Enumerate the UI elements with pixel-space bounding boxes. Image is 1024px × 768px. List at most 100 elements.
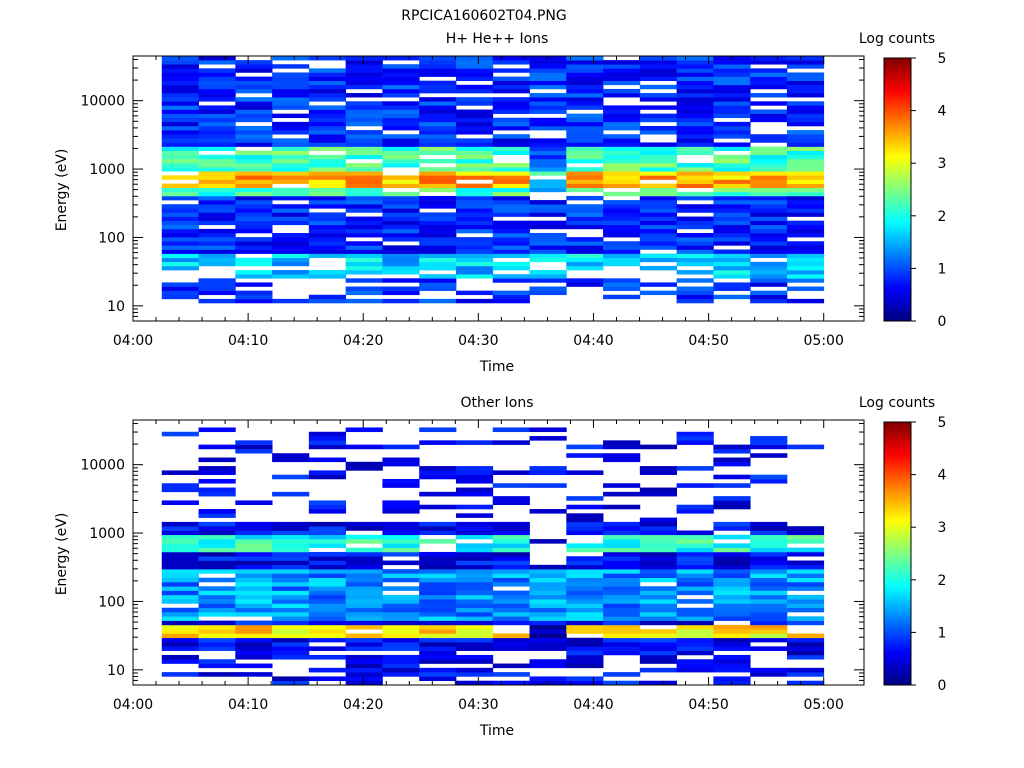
- heatmap-cell: [161, 620, 199, 626]
- heatmap-cell: [639, 113, 678, 119]
- heatmap-cell: [235, 654, 273, 660]
- heatmap-cell: [603, 88, 641, 94]
- heatmap-cell: [345, 612, 383, 617]
- heatmap-cell: [750, 101, 788, 106]
- heatmap-cell: [713, 64, 751, 69]
- heatmap-cell: [161, 560, 199, 566]
- heatmap-cell: [272, 521, 310, 527]
- heatmap-cell: [419, 298, 457, 304]
- heatmap-cell: [603, 134, 641, 139]
- heatmap-cell: [750, 620, 788, 626]
- heatmap-cell: [492, 101, 530, 106]
- heatmap-cell: [713, 208, 751, 213]
- heatmap-cell: [529, 637, 567, 643]
- heatmap-cell: [419, 620, 457, 626]
- heatmap-cell: [235, 220, 273, 226]
- heatmap-cell: [161, 80, 199, 86]
- heatmap-cell: [750, 543, 788, 548]
- heatmap-cell: [198, 642, 236, 647]
- heatmap-cell: [529, 436, 567, 441]
- heatmap-cell: [382, 265, 420, 271]
- heatmap-cell: [676, 650, 714, 656]
- heatmap-cell: [750, 191, 788, 197]
- heatmap-cell: [345, 569, 383, 574]
- heatmap-cell: [603, 125, 641, 131]
- heatmap-cell: [750, 72, 788, 77]
- heatmap-cell: [455, 138, 494, 143]
- heatmap-cell: [198, 278, 236, 283]
- heatmap-cell: [713, 228, 751, 234]
- heatmap-cell: [198, 569, 236, 574]
- heatmap-cell: [529, 286, 567, 291]
- heatmap-cell: [603, 551, 641, 557]
- heatmap-cell: [345, 461, 383, 467]
- heatmap-cell: [272, 534, 310, 540]
- heatmap-cell: [308, 534, 347, 540]
- heatmap-cell: [603, 80, 641, 86]
- heatmap-cell: [419, 556, 457, 561]
- heatmap-cell: [750, 436, 788, 441]
- heatmap-cell: [455, 163, 494, 168]
- heatmap-cell: [786, 261, 825, 267]
- heatmap-cell: [676, 257, 714, 263]
- heatmap-cell: [235, 117, 273, 123]
- heatmap-cell: [639, 654, 678, 660]
- heatmap-cell: [639, 60, 678, 65]
- heatmap-cell: [455, 599, 494, 604]
- heatmap-cell: [676, 56, 714, 61]
- heatmap-cell: [382, 150, 420, 156]
- heatmap-cell: [455, 577, 494, 583]
- heatmap-cell: [455, 253, 494, 259]
- heatmap-cell: [603, 564, 641, 570]
- heatmap-cell: [345, 521, 383, 527]
- heatmap-cell: [345, 672, 383, 677]
- heatmap-cell: [750, 200, 788, 205]
- heatmap-cell: [382, 586, 420, 591]
- heatmap-cell: [750, 633, 788, 639]
- heatmap-cell: [713, 249, 751, 254]
- heatmap-cell: [455, 158, 494, 164]
- heatmap-cell: [198, 521, 236, 527]
- heatmap-cell: [455, 109, 494, 114]
- heatmap-cell: [566, 569, 604, 574]
- heatmap-cell: [713, 187, 751, 193]
- heatmap-cell: [345, 101, 383, 106]
- heatmap-cell: [639, 534, 678, 540]
- heatmap-cell: [713, 80, 751, 86]
- heatmap-cell: [455, 175, 494, 180]
- heatmap-cell: [566, 220, 604, 226]
- heatmap-cell: [750, 551, 788, 557]
- heatmap-cell: [308, 146, 347, 151]
- heatmap-cell: [786, 179, 825, 184]
- heatmap-cell: [603, 257, 641, 263]
- heatmap-cell: [750, 175, 788, 180]
- heatmap-cell: [419, 440, 457, 445]
- heatmap-cell: [566, 603, 604, 609]
- heatmap-cell: [713, 534, 751, 540]
- heatmap-cell: [419, 577, 457, 583]
- heatmap-cell: [198, 663, 236, 669]
- y-tick-label: 10: [107, 663, 125, 679]
- heatmap-cell: [198, 547, 236, 553]
- heatmap-cell: [382, 142, 420, 147]
- colorbar-tick-label: 5: [938, 415, 947, 431]
- heatmap-cell: [676, 220, 714, 226]
- heatmap-cell: [639, 93, 678, 98]
- heatmap-cell: [603, 138, 641, 143]
- heatmap-cell: [566, 470, 604, 475]
- heatmap-cell: [308, 142, 347, 147]
- heatmap-cell: [419, 175, 457, 180]
- heatmap-cell: [272, 130, 310, 135]
- heatmap-cell: [786, 547, 825, 553]
- heatmap-cell: [639, 629, 678, 634]
- heatmap-cell: [198, 208, 236, 213]
- heatmap-cell: [235, 195, 273, 201]
- heatmap-cell: [639, 586, 678, 591]
- heatmap-cell: [713, 663, 751, 669]
- heatmap-cell: [713, 603, 751, 609]
- heatmap-cell: [308, 526, 347, 531]
- heatmap-cell: [603, 278, 641, 283]
- heatmap-cell: [455, 513, 494, 518]
- heatmap-cell: [382, 504, 420, 510]
- heatmap-cell: [455, 64, 494, 69]
